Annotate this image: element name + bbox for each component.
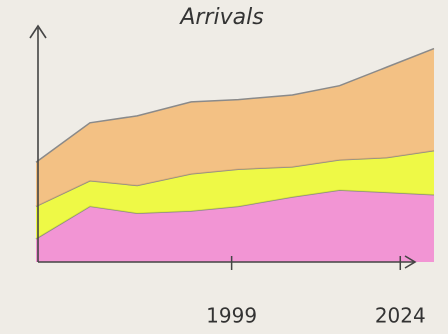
- x-tick-label: 2024: [375, 304, 426, 328]
- x-axis-arrow: [404, 255, 417, 269]
- area: [36, 150, 434, 239]
- x-tick-label: 1999: [206, 304, 257, 328]
- area: [36, 48, 434, 207]
- area-edge: [35, 149, 435, 207]
- chart-title: Arrivals: [178, 5, 263, 30]
- y-axis-arrow: [29, 24, 47, 39]
- plot-area: [35, 47, 435, 262]
- area-edge: [35, 47, 435, 163]
- area: [36, 190, 434, 262]
- axes: 1999 2024: [29, 24, 426, 328]
